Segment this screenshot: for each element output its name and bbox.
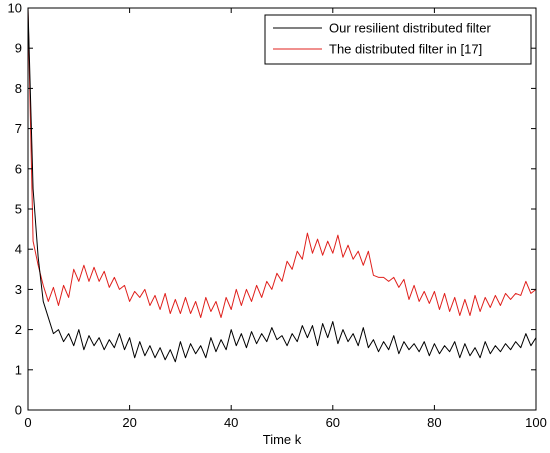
legend-label-distributed-filter-17: The distributed filter in [17] (329, 42, 482, 57)
x-tick-label: 0 (24, 415, 31, 430)
y-tick-label: 5 (15, 202, 22, 217)
y-tick-label: 4 (15, 242, 22, 257)
legend-label-our-resilient-filter: Our resilient distributed filter (329, 21, 492, 36)
y-tick-label: 10 (8, 1, 22, 16)
x-tick-label: 100 (525, 415, 547, 430)
y-tick-label: 9 (15, 41, 22, 56)
y-tick-label: 2 (15, 322, 22, 337)
x-tick-label: 40 (224, 415, 238, 430)
x-tick-label: 20 (122, 415, 136, 430)
x-axis-label: Time k (263, 432, 302, 447)
y-tick-label: 1 (15, 362, 22, 377)
series-layer (27, 7, 537, 363)
y-tick-label: 0 (15, 403, 22, 418)
legend: Our resilient distributed filter The dis… (264, 14, 532, 65)
tick-layer: 0 20 40 60 80 100 0 1 2 3 4 5 6 7 8 9 10 (8, 1, 547, 431)
y-tick-label: 7 (15, 121, 22, 136)
series-line-distributed-filter-17 (27, 7, 537, 319)
legend-box (264, 14, 532, 65)
y-tick-label: 3 (15, 282, 22, 297)
y-tick-label: 8 (15, 81, 22, 96)
x-tick-label: 80 (427, 415, 441, 430)
series-line-our-resilient-filter (27, 7, 537, 363)
x-tick-label: 60 (326, 415, 340, 430)
y-tick-label: 6 (15, 161, 22, 176)
